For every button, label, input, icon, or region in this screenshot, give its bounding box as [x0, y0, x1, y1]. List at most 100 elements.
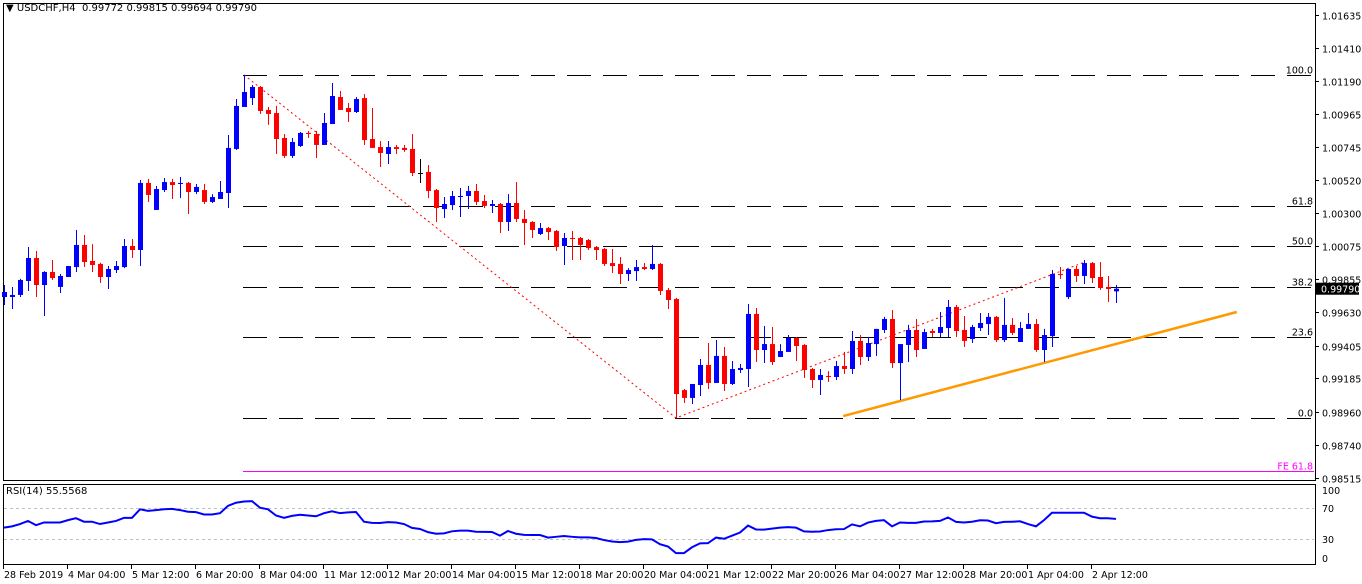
candle-body — [530, 221, 535, 230]
candle — [562, 232, 567, 265]
candle — [434, 189, 439, 222]
candle-body — [410, 148, 415, 173]
candle-body — [1018, 328, 1023, 342]
candle-body — [642, 267, 647, 269]
candle-body — [714, 355, 719, 383]
candle-body — [538, 228, 543, 234]
price-tick-label: 0.98740 — [1322, 442, 1361, 453]
candle-body — [890, 318, 895, 364]
candle — [1066, 268, 1071, 299]
candle — [570, 231, 575, 260]
candle-body — [50, 271, 55, 279]
candle — [250, 85, 255, 106]
candle — [50, 259, 55, 280]
candle — [674, 297, 679, 418]
candle-body — [314, 133, 319, 145]
candle-body — [1034, 324, 1039, 350]
candle — [322, 113, 327, 145]
candle — [914, 318, 919, 357]
candle-body — [234, 105, 239, 149]
chart-header: ▼ USDCHF,H4 0.99772 0.99815 0.99694 0.99… — [6, 3, 257, 14]
candle-body — [354, 98, 359, 113]
candle-body — [786, 337, 791, 352]
candle — [90, 244, 95, 272]
candle — [514, 182, 519, 222]
candle-body — [338, 97, 343, 110]
time-label: 28 Mar 20:00 — [964, 570, 1027, 581]
candle-body — [426, 171, 431, 191]
candle — [666, 287, 671, 310]
candle — [594, 245, 599, 260]
candle-body — [58, 275, 63, 287]
candle-body — [602, 248, 607, 264]
candle — [114, 260, 119, 273]
candle — [458, 187, 463, 218]
candle — [10, 286, 15, 310]
candle — [1074, 266, 1079, 283]
candle-body — [202, 190, 207, 202]
candle-body — [1010, 324, 1015, 333]
candle — [898, 344, 903, 400]
candle — [338, 90, 343, 110]
candle — [354, 97, 359, 114]
support-trendline — [842, 310, 1238, 418]
candle-body — [1002, 324, 1007, 341]
candle-body — [274, 113, 279, 140]
candle-body — [738, 367, 743, 371]
candle-body — [898, 344, 903, 364]
price-tick-label: 0.98960 — [1322, 409, 1361, 420]
candle-body — [418, 172, 423, 174]
candle — [858, 335, 863, 365]
candle-body — [1066, 268, 1071, 298]
ohlc-high: 0.99815 — [126, 3, 168, 14]
candle — [802, 344, 807, 379]
price-tick-label: 1.01635 — [1322, 12, 1361, 23]
candle — [314, 131, 319, 159]
candle-body — [114, 266, 119, 271]
candle-body — [258, 86, 263, 111]
fib-level-label: 38.2 — [1292, 278, 1313, 289]
candle — [442, 197, 447, 218]
candle-body — [130, 245, 135, 250]
candle — [242, 74, 247, 107]
candle-body — [1090, 263, 1095, 279]
current-price-label: 0.99790 — [1321, 285, 1360, 296]
candle-body — [394, 147, 399, 149]
rsi-axis-label: 100 — [1322, 486, 1340, 497]
candle — [490, 200, 495, 214]
candle-body — [618, 263, 623, 275]
candle — [466, 186, 471, 210]
candle-body — [34, 258, 39, 286]
ohlc-low: 0.99694 — [171, 3, 213, 14]
fib-level-label: 23.6 — [1292, 328, 1313, 339]
candle — [146, 178, 151, 202]
candle-body — [162, 182, 167, 191]
candle-body — [194, 186, 199, 192]
candle-body — [922, 332, 927, 349]
rsi-value: 55.5568 — [45, 486, 88, 497]
candle — [634, 259, 639, 282]
candle-body — [250, 86, 255, 99]
candle — [274, 105, 279, 155]
candle — [218, 181, 223, 199]
candle-body — [170, 182, 175, 186]
candle — [210, 194, 215, 203]
candle-body — [978, 322, 983, 329]
candle-body — [986, 316, 991, 325]
candle-body — [674, 298, 679, 395]
price-tick-label: 1.00300 — [1322, 210, 1361, 221]
candle — [866, 336, 871, 361]
candle — [930, 328, 935, 337]
candle-body — [506, 202, 511, 222]
time-label: 8 Mar 04:00 — [260, 570, 317, 581]
candle — [922, 328, 927, 349]
candle-body — [522, 218, 527, 223]
candle — [746, 304, 751, 387]
candle-body — [242, 91, 247, 107]
time-label: 6 Mar 20:00 — [196, 570, 253, 581]
candle-body — [626, 270, 631, 275]
collapse-arrow-icon[interactable]: ▼ — [6, 3, 14, 14]
time-label: 14 Mar 04:00 — [452, 570, 515, 581]
candle-body — [282, 137, 287, 156]
